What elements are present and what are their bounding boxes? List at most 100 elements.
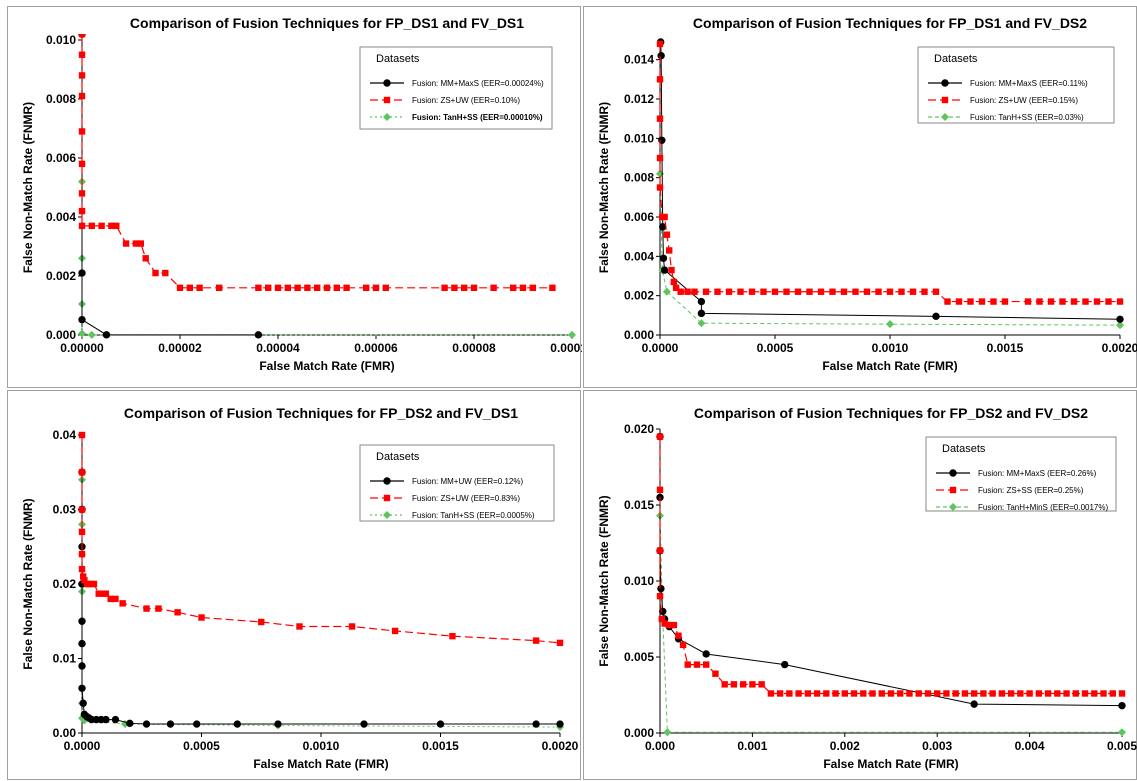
- data-point: [556, 639, 564, 647]
- data-point: [978, 298, 986, 305]
- data-point: [786, 690, 793, 697]
- data-point: [852, 288, 859, 295]
- data-point: [817, 288, 825, 295]
- data-point: [78, 329, 86, 338]
- x-axis-label: False Match Rate (FMR): [823, 757, 958, 771]
- data-point: [198, 614, 205, 621]
- data-point: [725, 288, 733, 295]
- data-point: [274, 284, 282, 291]
- series-line: [81, 34, 259, 336]
- data-point: [1072, 690, 1079, 697]
- legend-entry: Fusion: MM+MaxS (EER=0.26%): [978, 469, 1097, 478]
- series-line: [659, 173, 1121, 326]
- series-line: [659, 515, 1122, 733]
- data-point: [878, 690, 885, 697]
- data-point: [1059, 298, 1066, 305]
- y-tick-label: 0.04: [53, 428, 77, 442]
- y-tick-label: 0.004: [46, 210, 76, 224]
- data-point: [691, 288, 698, 295]
- legend-box: [917, 46, 1115, 124]
- data-point: [656, 40, 664, 48]
- data-point: [296, 623, 303, 630]
- y-tick-label: 0.010: [624, 131, 654, 145]
- data-point: [196, 284, 203, 291]
- data-point: [1026, 690, 1033, 697]
- x-tick-label: 0.00002: [158, 341, 202, 355]
- data-point: [78, 528, 86, 536]
- data-point: [679, 641, 687, 649]
- data-point: [529, 284, 536, 291]
- data-point: [78, 551, 86, 558]
- data-point: [80, 716, 89, 725]
- data-point: [697, 309, 706, 318]
- y-tick-label: 0.00: [53, 726, 77, 740]
- data-point: [658, 615, 666, 623]
- data-point: [274, 720, 282, 728]
- chart-title: Comparison of Fusion Techniques for FP_D…: [693, 15, 1087, 31]
- x-tick-label: 0.0020: [1102, 341, 1137, 355]
- chart-svg: Comparison of Fusion Techniques for FP_D…: [21, 15, 582, 373]
- x-tick-label: 0.005: [1107, 739, 1137, 753]
- data-point: [1054, 690, 1061, 697]
- x-tick-label: 0.0015: [422, 739, 459, 753]
- legend-marker: [383, 79, 391, 87]
- data-point: [304, 284, 311, 291]
- data-point: [1091, 690, 1098, 697]
- data-point: [656, 547, 664, 554]
- data-point: [970, 700, 978, 708]
- legend-marker: [383, 113, 391, 121]
- data-point: [670, 621, 678, 629]
- chart-title: Comparison of Fusion Techniques for FP_D…: [124, 405, 518, 421]
- data-point: [921, 288, 928, 295]
- data-point: [152, 269, 159, 277]
- data-point: [284, 284, 291, 291]
- y-axis-label: False Non-Match Rate (FNMR): [21, 498, 35, 669]
- data-point: [748, 288, 756, 295]
- x-tick-label: 0.00010: [550, 341, 582, 355]
- data-point: [850, 690, 858, 697]
- series-2: [78, 431, 564, 647]
- x-tick-label: 0.0010: [303, 739, 340, 753]
- data-point: [78, 431, 86, 439]
- data-point: [78, 662, 86, 670]
- series-1: [656, 38, 1124, 323]
- data-point: [1116, 315, 1124, 323]
- legend-box: [359, 444, 555, 522]
- y-tick-label: 0.008: [624, 171, 654, 185]
- data-point: [924, 690, 932, 697]
- data-point: [113, 222, 120, 230]
- data-point: [813, 690, 821, 697]
- x-tick-label: 0.0020: [542, 739, 579, 753]
- data-point: [952, 690, 959, 697]
- chart-title: Comparison of Fusion Techniques for FP_D…: [694, 405, 1088, 421]
- data-point: [980, 690, 987, 697]
- data-point: [132, 240, 140, 247]
- data-point: [294, 284, 301, 291]
- data-point: [970, 690, 978, 697]
- data-point: [78, 617, 86, 625]
- legend-entry: Fusion: ZS+SS (EER=0.25%): [978, 486, 1084, 495]
- data-point: [78, 92, 86, 100]
- data-point: [162, 269, 169, 277]
- data-point: [568, 330, 576, 339]
- data-point: [216, 284, 223, 291]
- y-tick-label: 0.005: [624, 650, 654, 664]
- data-point: [137, 240, 144, 247]
- data-point: [776, 690, 784, 697]
- data-point: [532, 720, 540, 728]
- data-point: [78, 222, 86, 230]
- legend: Datasets Fusion: MM+MaxS (EER=0.11%) Fusio…: [917, 46, 1115, 124]
- data-point: [697, 319, 706, 328]
- data-point: [391, 627, 399, 635]
- x-tick-label: 0.00004: [256, 341, 300, 355]
- data-point: [909, 288, 917, 295]
- data-point: [841, 690, 848, 697]
- data-point: [823, 690, 830, 697]
- data-point: [863, 288, 871, 295]
- data-point: [87, 330, 96, 339]
- data-point: [860, 690, 867, 697]
- data-point: [549, 284, 556, 291]
- series-2: [78, 34, 556, 291]
- x-tick-label: 0.004: [1015, 739, 1045, 753]
- legend-marker: [941, 96, 949, 104]
